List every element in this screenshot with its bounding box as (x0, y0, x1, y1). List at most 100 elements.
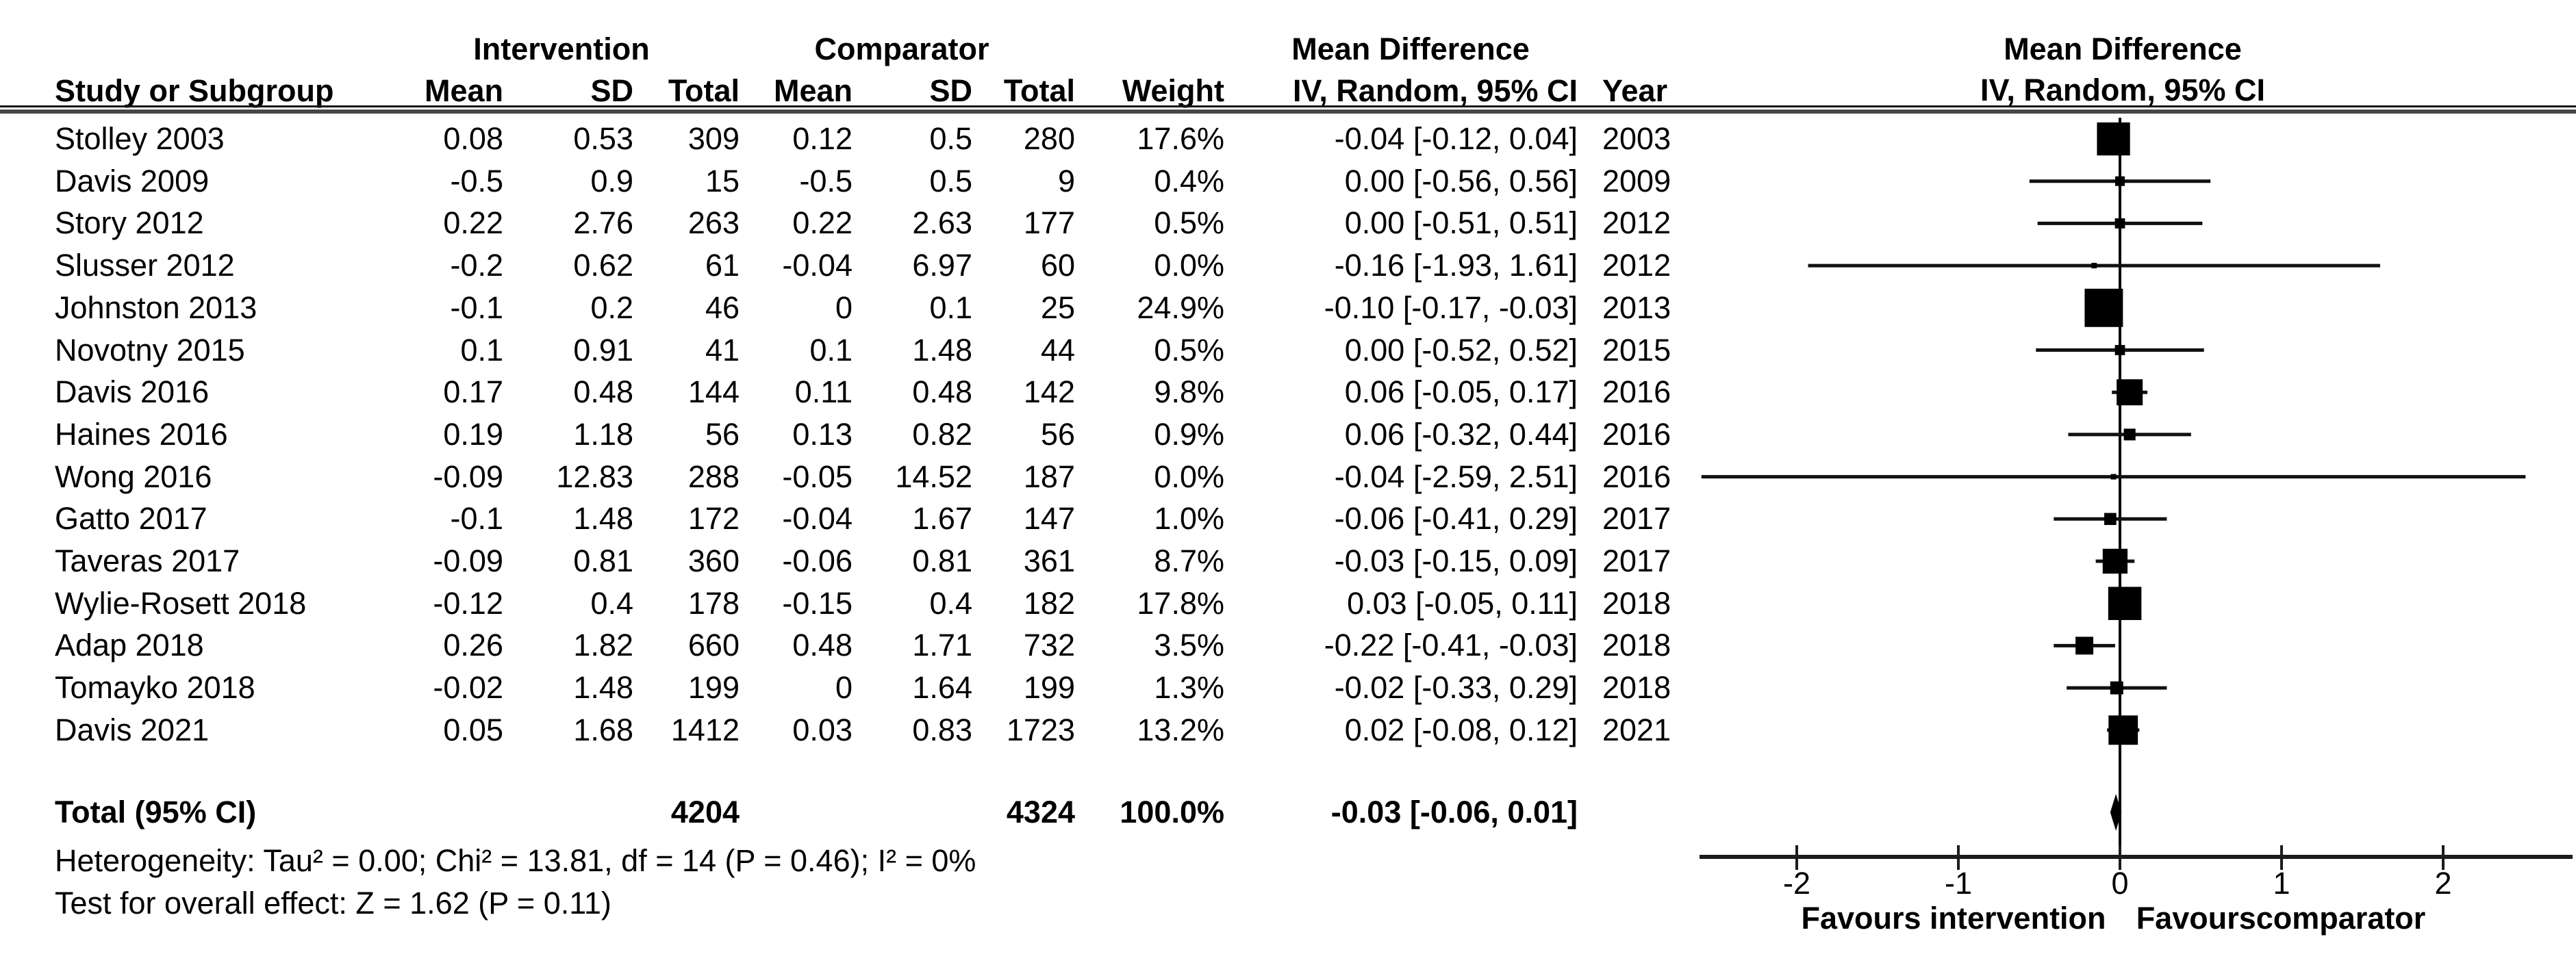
study-ci-estimate: -0.10 [-0.17, -0.03] (1324, 290, 1578, 325)
study-name: Taveras 2017 (55, 543, 240, 578)
intervention-mean: -0.5 (450, 163, 503, 198)
study-year: 2009 (1602, 163, 1671, 198)
study-year: 2017 (1602, 543, 1671, 578)
total-ci-estimate: -0.03 [-0.06, 0.01] (1330, 795, 1578, 829)
study-weight: 24.9% (1137, 290, 1224, 325)
study-year: 2016 (1602, 459, 1671, 494)
total-intervention-n: 4204 (670, 795, 740, 829)
group-header-comparator: Comparator (814, 31, 989, 66)
intervention-mean: -0.02 (433, 670, 503, 706)
study-row: Wong 2016 -0.09 12.83 288 -0.05 14.52 187 0.0% -… (0, 456, 2576, 498)
intervention-sd: 0.2 (590, 290, 633, 325)
heterogeneity-stats: Heterogeneity: Tau² = 0.00; Chi² = 13.81… (55, 843, 976, 878)
comparator-mean: 0.13 (792, 416, 853, 452)
intervention-mean: -0.1 (450, 290, 503, 325)
study-year: 2003 (1602, 121, 1671, 156)
study-year: 2021 (1602, 712, 1671, 747)
intervention-mean: -0.1 (450, 501, 503, 537)
intervention-sd: 1.48 (573, 670, 633, 706)
effect-square (2114, 176, 2125, 186)
intervention-sd: 1.18 (573, 416, 633, 452)
study-ci-estimate: 0.06 [-0.05, 0.17] (1344, 374, 1578, 410)
comparator-total: 9 (1057, 163, 1075, 198)
study-weight: 1.0% (1154, 501, 1224, 537)
comparator-total: 142 (1023, 374, 1075, 410)
axis-tick-label: -1 (1944, 866, 1972, 901)
study-year: 2018 (1602, 670, 1671, 706)
comparator-mean: -0.5 (799, 163, 853, 198)
study-name: Slusser 2012 (55, 248, 235, 283)
study-name: Novotny 2015 (55, 332, 245, 368)
column-header-intervention-sd: SD (590, 73, 633, 108)
comparator-mean: -0.04 (782, 248, 853, 283)
study-year: 2016 (1602, 374, 1671, 410)
column-header-comparator-sd: SD (929, 73, 972, 108)
study-year: 2012 (1602, 248, 1671, 283)
study-ci-estimate: -0.02 [-0.33, 0.29] (1334, 670, 1578, 706)
comparator-total: 187 (1023, 459, 1075, 494)
intervention-total: 61 (705, 248, 740, 283)
study-ci-estimate: -0.16 [-1.93, 1.61] (1334, 248, 1578, 283)
comparator-mean: -0.15 (782, 585, 853, 621)
study-row: Gatto 2017 -0.1 1.48 172 -0.04 1.67 147 1.0% -0.… (0, 498, 2576, 540)
intervention-total: 41 (705, 332, 740, 368)
intervention-mean: 0.26 (443, 628, 503, 663)
intervention-total: 309 (687, 121, 740, 156)
study-row: Novotny 2015 0.1 0.91 41 0.1 1.48 44 0.5% 0.00 [… (0, 329, 2576, 372)
study-weight: 0.5% (1154, 205, 1224, 241)
study-row: Davis 2021 0.05 1.68 1412 0.03 0.83 1723 13.2% 0… (0, 709, 2576, 751)
study-weight: 0.0% (1154, 248, 1224, 283)
column-header-weight: Weight (1122, 73, 1224, 108)
comparator-total: 361 (1023, 543, 1075, 578)
effect-square (2110, 474, 2117, 480)
intervention-sd: 1.68 (573, 712, 633, 747)
comparator-mean: -0.06 (782, 543, 853, 578)
comparator-total: 25 (1040, 290, 1075, 325)
column-header-comparator-total: Total (1003, 73, 1075, 108)
intervention-total: 660 (687, 628, 740, 663)
column-header-row: Study or Subgroup Mean SD Total Mean SD … (0, 70, 2576, 112)
comparator-sd: 14.52 (895, 459, 972, 494)
total-label: Total (95% CI) (55, 795, 257, 829)
comparator-mean: -0.05 (782, 459, 853, 494)
study-year: 2012 (1602, 205, 1671, 241)
comparator-mean: -0.04 (782, 501, 853, 537)
study-name: Wong 2016 (55, 459, 212, 494)
study-ci-estimate: 0.00 [-0.51, 0.51] (1344, 205, 1578, 241)
axis-tick-label: 1 (2273, 866, 2290, 901)
total-weight: 100.0% (1120, 795, 1224, 829)
intervention-total: 46 (705, 290, 740, 325)
favours-left-label: Favours intervention (1801, 901, 2106, 936)
intervention-sd: 2.76 (573, 205, 633, 241)
intervention-sd: 0.81 (573, 543, 633, 578)
effect-square (2075, 636, 2094, 655)
intervention-sd: 0.4 (590, 585, 633, 621)
comparator-mean: 0.12 (792, 121, 853, 156)
comparator-sd: 6.97 (912, 248, 972, 283)
comparator-sd: 0.48 (912, 374, 972, 410)
study-ci-estimate: 0.00 [-0.56, 0.56] (1344, 163, 1578, 198)
overall-effect-test: Test for overall effect: Z = 1.62 (P = 0… (55, 886, 611, 921)
study-ci-estimate: 0.00 [-0.52, 0.52] (1344, 332, 1578, 368)
intervention-sd: 0.48 (573, 374, 633, 410)
study-row: Stolley 2003 0.08 0.53 309 0.12 0.5 280 17.6% -0… (0, 118, 2576, 160)
comparator-mean: 0.1 (809, 332, 853, 368)
study-year: 2016 (1602, 416, 1671, 452)
study-year: 2018 (1602, 585, 1671, 621)
study-year: 2017 (1602, 501, 1671, 537)
intervention-sd: 1.48 (573, 501, 633, 537)
intervention-sd: 0.62 (573, 248, 633, 283)
study-name: Wylie-Rosett 2018 (55, 585, 307, 621)
intervention-total: 15 (705, 163, 740, 198)
intervention-mean: 0.1 (460, 332, 503, 368)
study-name: Gatto 2017 (55, 501, 207, 537)
study-weight: 1.3% (1154, 670, 1224, 706)
study-weight: 13.2% (1137, 712, 1224, 747)
study-name: Davis 2021 (55, 712, 210, 747)
intervention-sd: 0.9 (590, 163, 633, 198)
study-name: Tomayko 2018 (55, 670, 255, 706)
study-weight: 17.6% (1137, 121, 1224, 156)
study-year: 2015 (1602, 332, 1671, 368)
comparator-total: 60 (1040, 248, 1075, 283)
column-header-intervention-mean: Mean (424, 73, 503, 108)
